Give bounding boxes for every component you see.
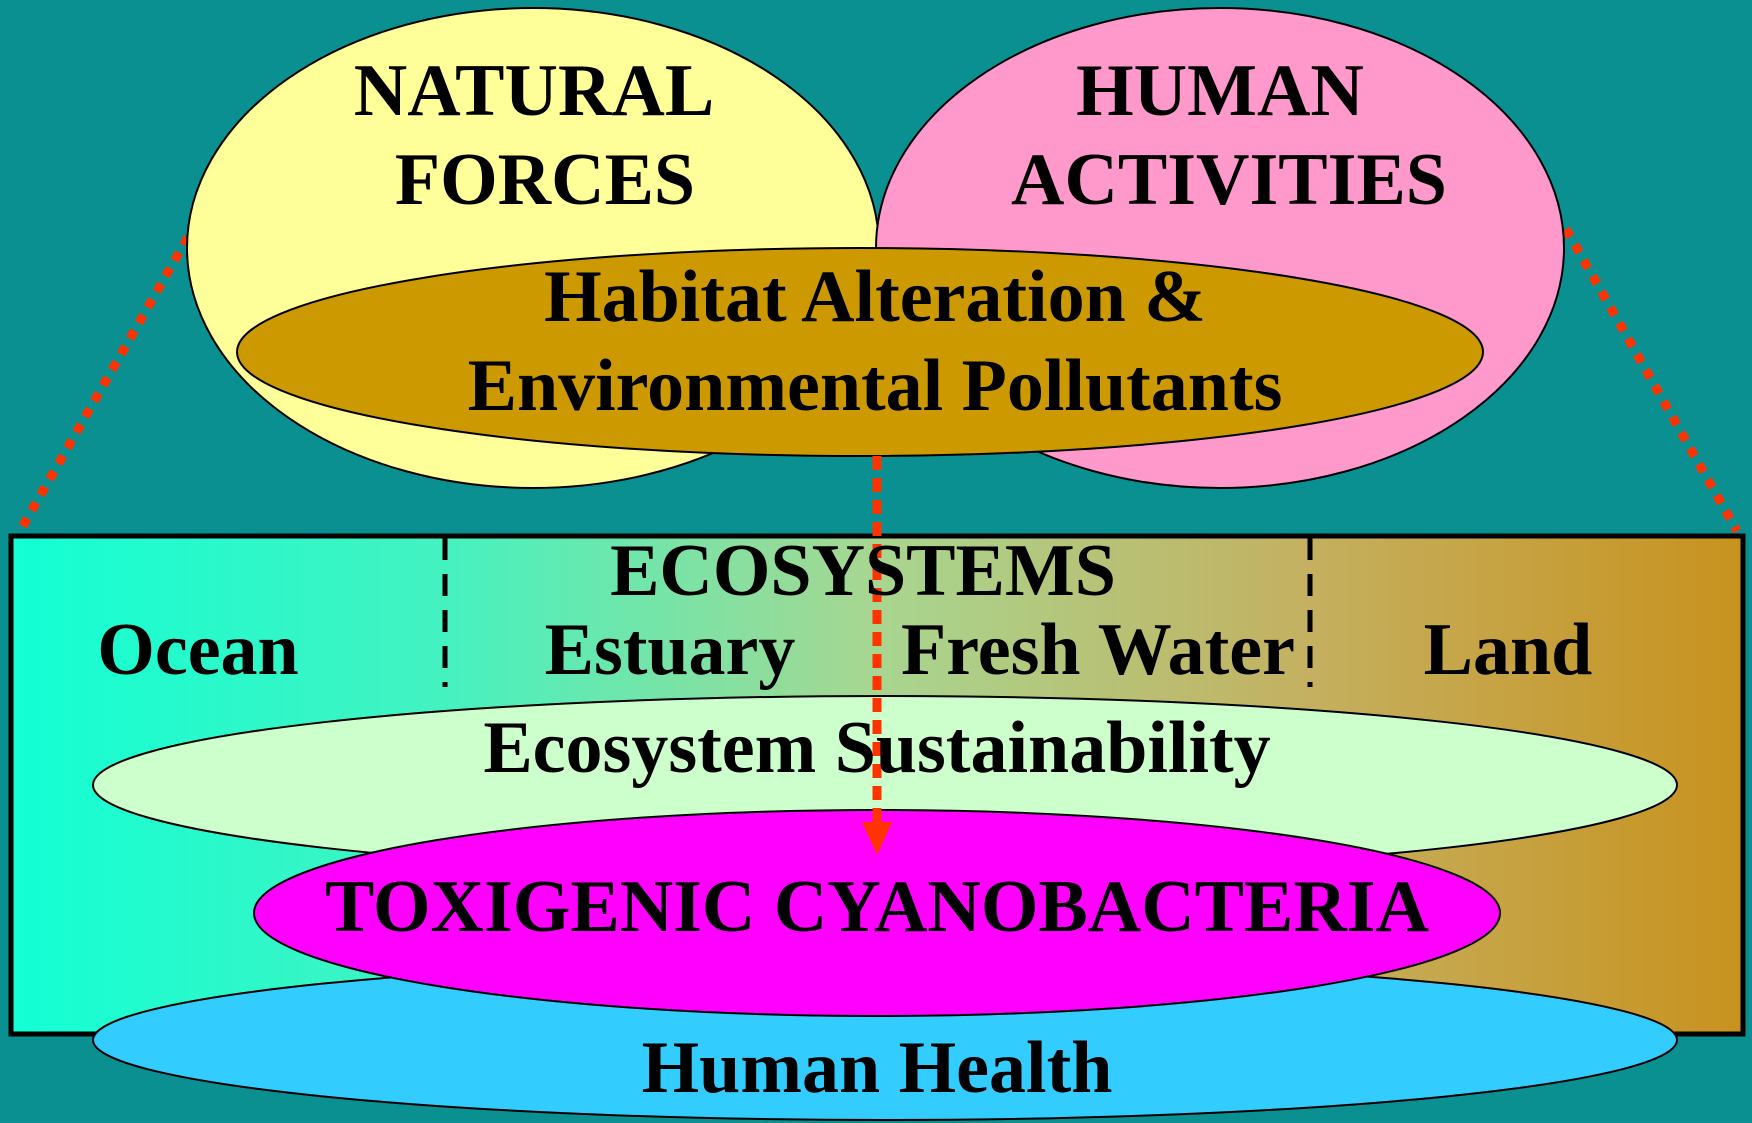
label: Habitat Alteration & [544,256,1206,338]
arrow-head [862,822,892,855]
label: HUMAN [1076,50,1364,132]
label: Ecosystem Sustainability [483,707,1270,789]
label: Human Health [642,1027,1113,1109]
label: Ocean [97,609,298,691]
connector-right [1562,226,1741,534]
label: Fresh Water [901,609,1295,691]
impact-ellipse [236,247,1484,457]
connector-left [16,234,192,534]
label: Land [1424,609,1593,691]
label: FORCES [395,139,695,221]
label: NATURAL [354,50,714,132]
label: ACTIVITIES [1011,139,1447,221]
label: Environmental Pollutants [468,345,1283,427]
label: Estuary [545,609,796,691]
label: ECOSYSTEMS [610,530,1116,612]
label: TOXIGENIC CYANOBACTERIA [325,866,1429,948]
